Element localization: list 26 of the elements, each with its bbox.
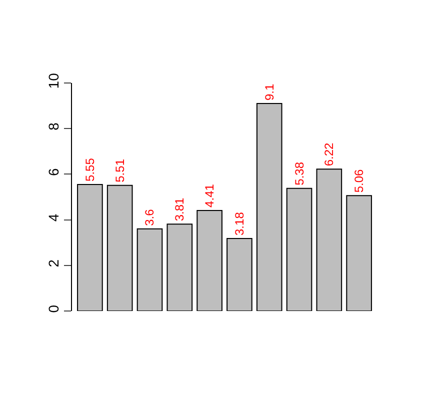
data-label: 6.22 [322,142,336,166]
data-label: 9.1 [262,84,276,101]
data-label: 5.51 [112,158,127,182]
bar [77,184,103,311]
y-tick-label: 6 [45,168,62,176]
data-label: 5.06 [352,168,366,193]
data-label: 3.6 [142,208,157,226]
bar [316,168,342,311]
bar [166,224,193,311]
bar [136,228,163,311]
y-tick-label: 2 [45,259,62,268]
data-label: 3.18 [232,212,246,236]
data-label: 5.55 [82,158,97,182]
data-label: 4.41 [202,184,217,208]
bar [286,188,312,311]
y-tick-label: 10 [45,72,62,89]
bar [196,210,222,311]
bar [256,103,282,311]
y-tick-label: 8 [45,122,62,130]
bar [106,184,133,311]
bar [226,238,252,311]
y-tick-label: 4 [45,214,62,222]
data-label: 5.38 [292,162,306,186]
data-label: 3.81 [172,197,187,222]
y-tick-label: 0 [45,304,62,313]
bar [346,195,372,311]
